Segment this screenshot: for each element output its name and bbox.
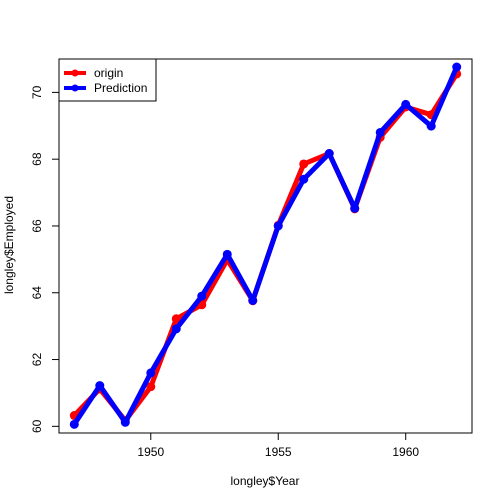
y-tick-label: 70: [30, 85, 44, 99]
data-point: [426, 121, 436, 131]
data-point: [69, 419, 79, 429]
legend-label: origin: [94, 66, 123, 80]
data-point: [171, 324, 181, 334]
x-tick-label: 1950: [137, 445, 164, 459]
data-point: [324, 149, 334, 159]
data-point: [146, 368, 156, 378]
legend-item: origin: [64, 66, 123, 80]
legend-swatch-point: [71, 84, 79, 92]
x-tick-label: 1960: [392, 445, 419, 459]
legend-item: Prediction: [64, 81, 147, 95]
y-tick-label: 62: [30, 353, 44, 367]
y-tick-label: 64: [30, 286, 44, 300]
series-line: [72, 66, 459, 426]
data-point: [222, 249, 232, 259]
x-tick-label: 1955: [265, 445, 292, 459]
data-point: [299, 174, 309, 184]
x-axis-label: longley$Year: [231, 474, 300, 488]
legend-swatch-point: [71, 69, 79, 77]
data-point: [299, 159, 309, 169]
y-tick-label: 60: [30, 419, 44, 433]
data-point: [197, 291, 207, 301]
data-point: [120, 417, 130, 427]
data-point: [248, 295, 258, 305]
plot-box: [58, 58, 473, 434]
data-point: [452, 62, 462, 72]
legend-box: [58, 58, 157, 102]
data-point: [401, 99, 411, 109]
series-1: [69, 62, 462, 429]
y-tick-label: 68: [30, 152, 44, 166]
series-layer: [69, 62, 462, 429]
y-axis-label: longley$Employed: [2, 196, 16, 294]
data-point: [95, 381, 105, 391]
legend-label: Prediction: [94, 81, 147, 95]
series-0: [69, 69, 462, 426]
series-line: [72, 72, 459, 424]
y-axis: 60 62 64 66 68 70: [30, 85, 60, 433]
data-point: [350, 203, 360, 213]
y-tick-label: 66: [30, 219, 44, 233]
data-point: [273, 221, 283, 231]
data-point: [146, 382, 156, 392]
x-axis: 1950 1955 1960: [137, 432, 419, 459]
data-point: [171, 314, 181, 324]
data-point: [375, 127, 385, 137]
